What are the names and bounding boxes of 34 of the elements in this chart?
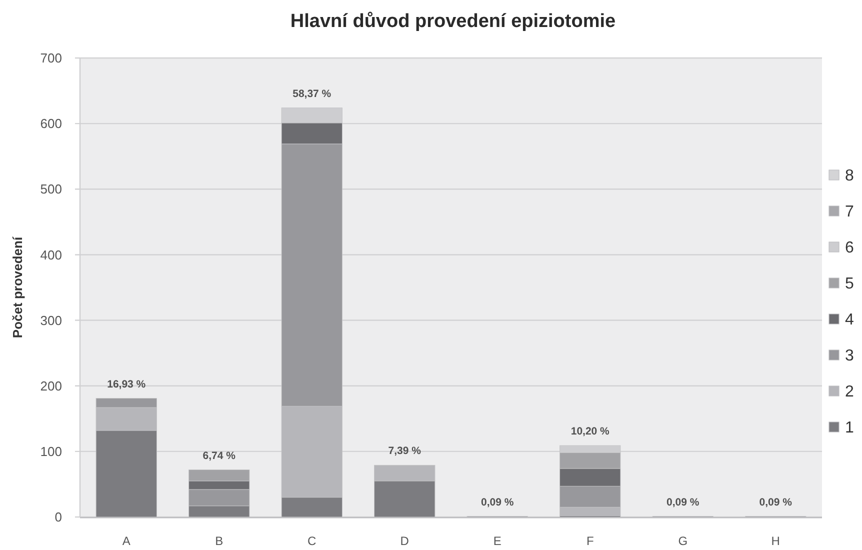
y-tick-label: 400 [40,247,62,262]
legend-label: 1 [845,420,854,437]
legend-label: 4 [845,312,854,329]
y-tick-label: 100 [40,444,62,459]
legend-label: 8 [845,168,854,185]
annotation: 0,09 % [481,496,514,508]
x-tick-label: H [771,534,780,548]
x-tick-label: F [586,534,594,548]
x-tick-label: G [678,534,688,548]
y-axis-title: Počet provedení [10,236,25,338]
legend-label: 7 [845,204,854,221]
annotation: 10,20 % [570,426,610,438]
x-tick-label: C [308,534,317,548]
legend-label: 3 [845,348,854,365]
annotation: 58,37 % [292,88,332,100]
y-tick-label: 200 [40,378,62,394]
annotation: 6,74 % [202,450,236,462]
x-tick-label: D [400,534,410,548]
chart-title: Hlavní důvod provedení epiziotomie [290,11,616,32]
legend-label: 2 [845,384,854,401]
y-tick-label: 700 [40,50,62,66]
x-tick-label: A [122,534,130,548]
x-tick-label: B [215,534,224,548]
annotation: 16,93 % [107,378,146,390]
legend-label: 5 [845,276,854,293]
y-tick-label: 600 [40,116,62,132]
annotation: 0,09 % [666,496,700,508]
y-tick-label: 0 [54,510,62,525]
x-tick-label: E [493,534,502,548]
y-tick-label: 500 [40,182,62,197]
legend-label: 6 [845,240,854,257]
y-tick-label: 300 [40,312,62,328]
annotation: 7,39 % [388,445,422,458]
annotation: 0,09 % [759,496,793,508]
